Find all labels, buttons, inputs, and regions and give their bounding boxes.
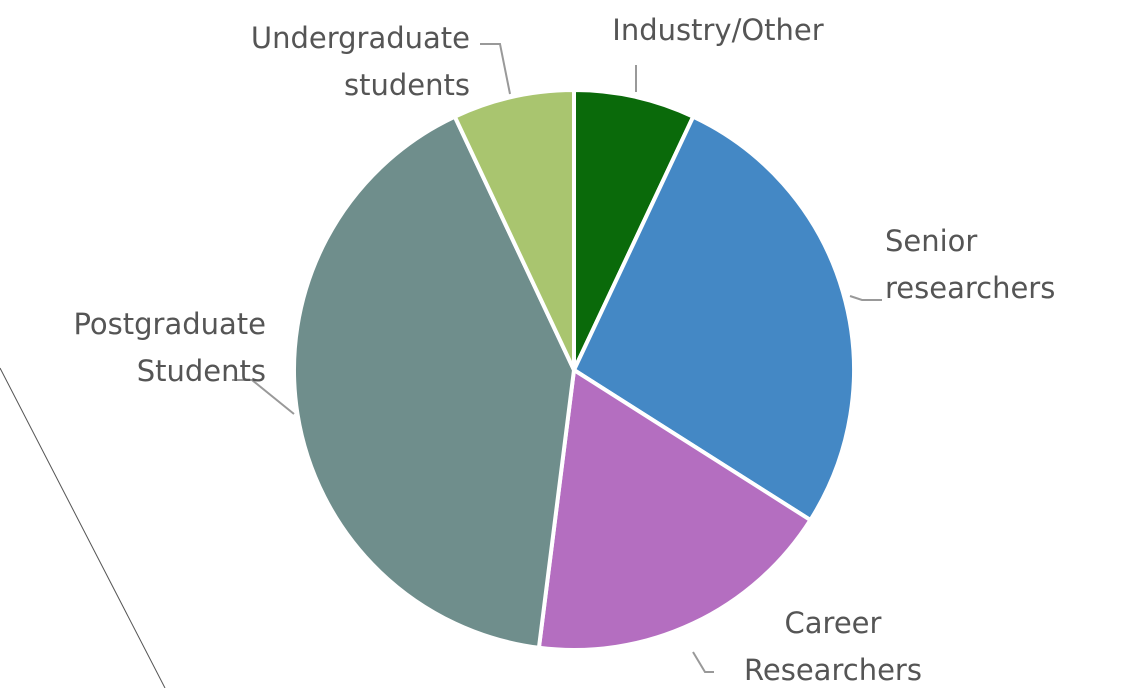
slice-label: Postgraduate Students xyxy=(73,307,266,388)
leader-line xyxy=(480,43,511,95)
pie-slice xyxy=(536,368,813,652)
slice-label: Career Researchers xyxy=(744,606,922,687)
pie-slice xyxy=(292,114,576,650)
pie-slice xyxy=(452,88,576,372)
pie-slice xyxy=(572,114,856,523)
decoration-line xyxy=(0,367,166,689)
slice-label: Industry/Other xyxy=(612,13,823,47)
leader-line xyxy=(692,651,714,673)
leader-line xyxy=(849,295,882,301)
slice-label: Senior researchers xyxy=(885,224,1055,305)
pie-slice xyxy=(572,88,696,372)
leader-line xyxy=(232,379,295,415)
slice-label: Undergraduate students xyxy=(251,21,470,102)
